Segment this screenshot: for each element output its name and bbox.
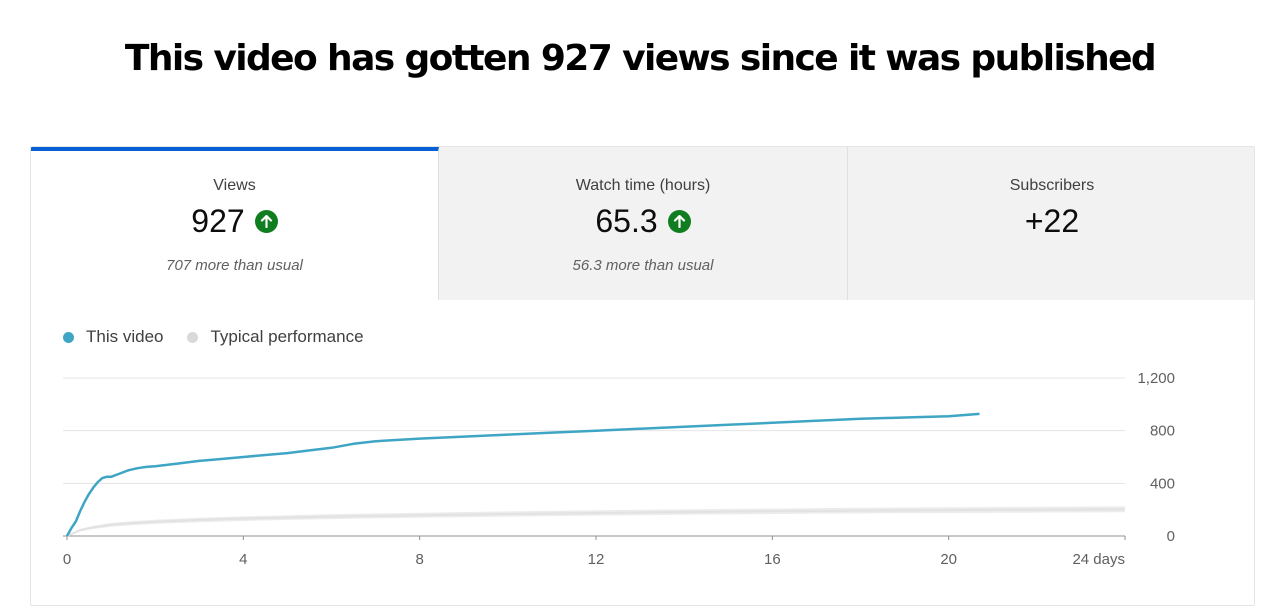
tab-views-note: 707 more than usual [166, 257, 303, 274]
x-tick-label: 12 [588, 551, 605, 568]
tab-watch-time-label: Watch time (hours) [575, 177, 711, 194]
tab-views[interactable]: Views 927 707 more than usual [31, 147, 439, 300]
tab-views-value-row: 927 [31, 203, 438, 240]
legend-dot-typical [187, 331, 199, 343]
x-tick-label: 8 [415, 551, 423, 568]
trend-up-icon [254, 210, 278, 233]
tab-subscribers[interactable]: Subscribers +22 [848, 147, 1254, 300]
x-tick-label: 0 [63, 551, 71, 568]
tab-watch-time-value: 65.3 [595, 203, 658, 239]
analytics-card: Views 927 707 more than usual Watch time… [30, 146, 1255, 606]
tab-watch-time[interactable]: Watch time (hours) 65.3 56.3 more than u… [439, 147, 848, 300]
metric-tabs: Views 927 707 more than usual Watch time… [31, 147, 1254, 300]
tab-subscribers-value: +22 [1024, 203, 1080, 239]
x-tick-label: 20 [940, 551, 957, 568]
chart-legend: This video Typical performance [63, 327, 364, 347]
x-tick-label: 4 [239, 551, 247, 568]
tab-watch-time-value-row: 65.3 [439, 203, 847, 240]
tab-views-value: 927 [191, 203, 245, 239]
x-tick-label: 16 [764, 551, 781, 568]
legend-dot-this-video [63, 331, 74, 343]
tab-subscribers-label: Subscribers [1009, 177, 1095, 194]
tab-subscribers-value-row: +22 [848, 203, 1254, 240]
typical-performance-line [66, 508, 1126, 537]
views-line-chart: 0 400 800 1,200 0 4 8 12 16 20 24 days [63, 370, 1175, 568]
y-tick-label: 400 [1150, 475, 1175, 492]
trend-up-icon [667, 210, 691, 233]
tab-views-label: Views [213, 177, 256, 194]
tab-watch-time-note: 56.3 more than usual [572, 257, 714, 274]
y-tick-label: 1,200 [1137, 370, 1175, 387]
legend-label-typical: Typical performance [210, 327, 364, 346]
this-video-line [65, 412, 980, 537]
x-tick-label: 24 days [1072, 551, 1125, 568]
y-tick-label: 800 [1150, 423, 1175, 440]
y-tick-label: 0 [1167, 528, 1175, 545]
legend-item-typical[interactable]: Typical performance [187, 327, 364, 347]
legend-label-this-video: This video [86, 327, 164, 346]
page-headline: This video has gotten 927 views since it… [124, 38, 1157, 79]
legend-item-this-video[interactable]: This video [63, 327, 163, 347]
